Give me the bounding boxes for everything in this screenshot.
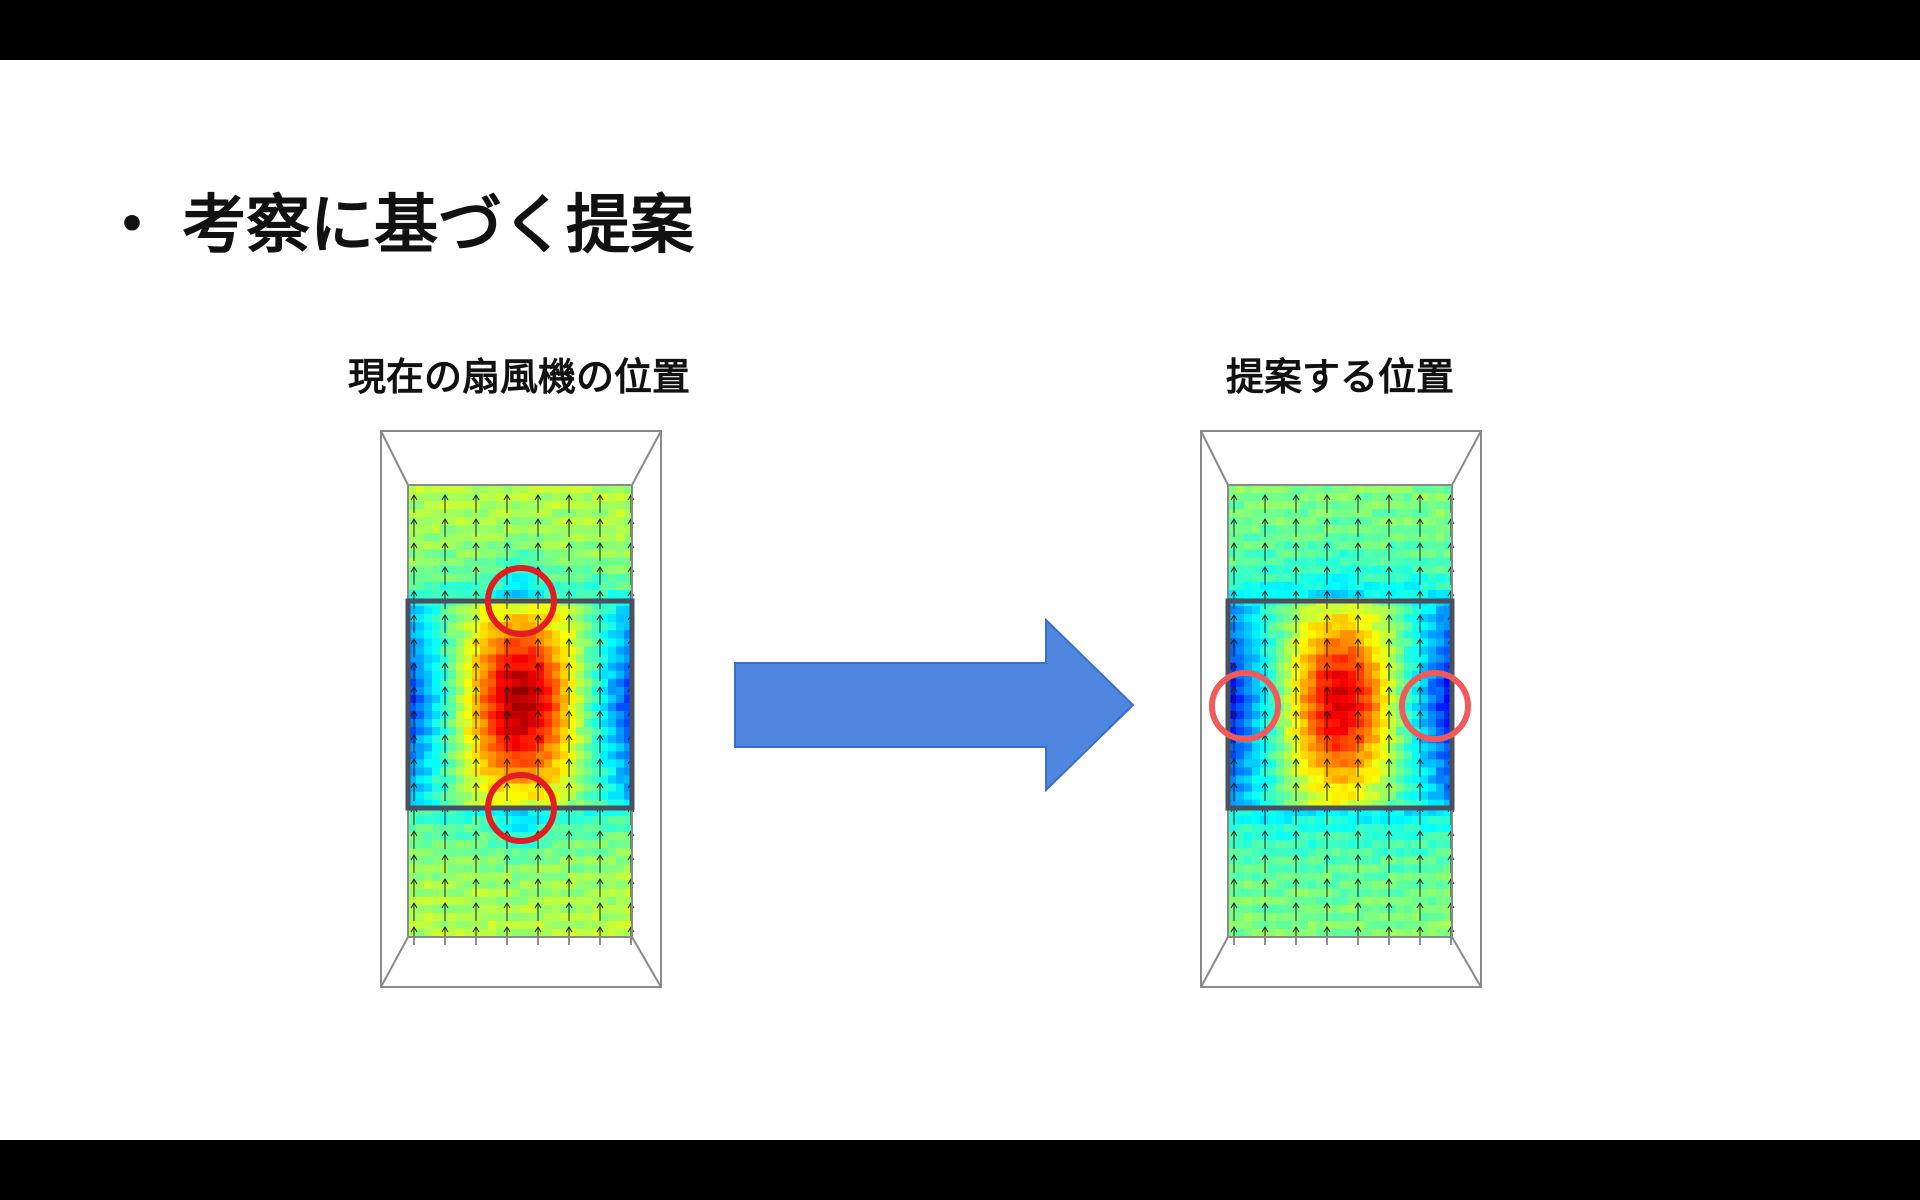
title-bullet: ・ — [100, 189, 164, 263]
fan-frame — [1225, 598, 1455, 811]
current-position-label: 現在の扇風機の位置 — [347, 355, 691, 399]
fan-frame — [405, 598, 635, 811]
proposed-airflow-heatmap — [1200, 430, 1482, 988]
arrow-shape — [734, 618, 1135, 793]
proposal-arrow — [734, 618, 1135, 793]
proposed-position-label: 提案する位置 — [1225, 355, 1455, 399]
current-airflow-heatmap — [380, 430, 662, 988]
title-text: 考察に基づく提案 — [182, 189, 694, 263]
fan-marker-bottom — [485, 772, 557, 844]
fan-marker-top — [485, 565, 557, 637]
top-letterbox-bar — [0, 0, 1920, 60]
fan-marker-left — [1209, 670, 1281, 742]
fan-marker-right — [1399, 670, 1471, 742]
heatmap-cells — [1228, 485, 1453, 938]
slide: ・考察に基づく提案 現在の扇風機の位置 提案する位置 — [0, 60, 1920, 1140]
heatmap-cells — [408, 485, 633, 938]
slide-title: ・考察に基づく提案 — [100, 174, 694, 266]
bottom-letterbox-bar — [0, 1140, 1920, 1200]
